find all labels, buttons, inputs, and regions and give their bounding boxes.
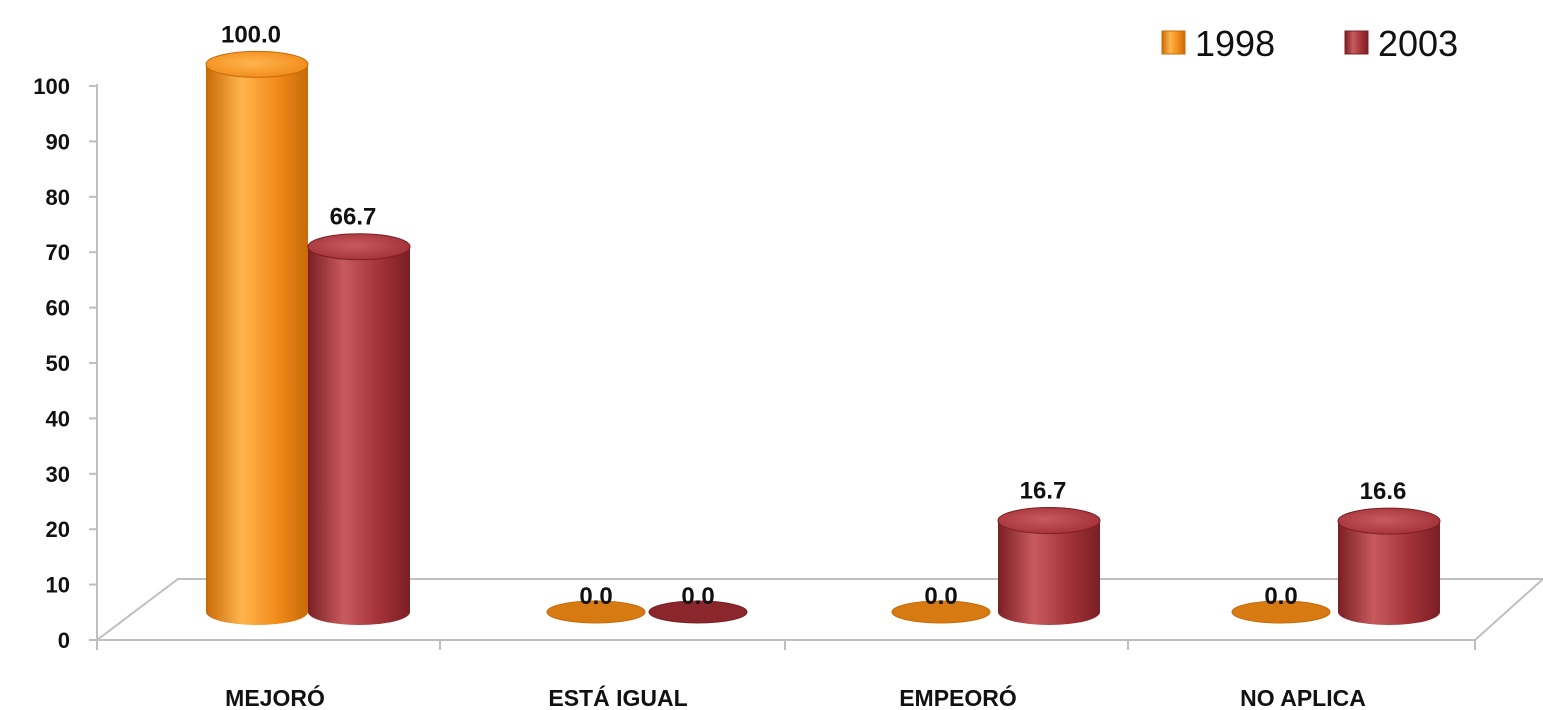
x-tick-label: NO APLICA	[1240, 685, 1366, 710]
bar-top-2003-3	[1337, 507, 1441, 535]
data-label-2003-1: 0.0	[681, 583, 714, 610]
bar-2003-1	[648, 600, 748, 624]
bars	[205, 50, 1441, 626]
bar-1998-2	[891, 600, 991, 624]
data-labels: 100.0 66.7 0.0 0.0 0.0 16.7 0.0 16.6	[221, 21, 1406, 610]
data-label-2003-2: 16.7	[1020, 478, 1067, 505]
data-label-1998-1: 0.0	[579, 583, 612, 610]
bar-1998-1	[546, 600, 646, 624]
y-tick-label: 50	[46, 351, 70, 376]
legend-swatch-2003	[1344, 30, 1369, 55]
x-tick-label: MEJORÓ	[225, 684, 325, 710]
y-tick-label: 100	[33, 74, 70, 99]
bar-2003-2	[998, 520, 1100, 625]
x-tick-label: ESTÁ IGUAL	[548, 684, 687, 710]
legend-swatch-1998	[1161, 30, 1186, 55]
y-tick-label: 30	[46, 462, 70, 487]
bar-top-2003-0	[307, 233, 411, 261]
y-tick-label: 10	[46, 573, 70, 598]
bar-top-1998-0	[205, 50, 309, 78]
y-tick-label: 80	[46, 185, 70, 210]
data-label-1998-2: 0.0	[924, 583, 957, 610]
bar-2003-0	[308, 246, 410, 625]
y-tick-label: 90	[46, 129, 70, 154]
legend: 1998 2003	[1161, 23, 1458, 64]
bar-1998-3	[1231, 600, 1331, 624]
data-label-2003-3: 16.6	[1360, 478, 1407, 505]
data-label-2003-0: 66.7	[330, 204, 377, 231]
y-tick-label: 20	[46, 517, 70, 542]
x-axis: MEJORÓ ESTÁ IGUAL EMPEORÓ NO APLICA	[225, 684, 1366, 710]
y-tick-label: 0	[58, 628, 70, 653]
x-tick-label: EMPEORÓ	[899, 684, 1017, 710]
legend-label-1998: 1998	[1195, 23, 1275, 64]
data-label-1998-0: 100.0	[221, 21, 281, 48]
data-label-1998-3: 0.0	[1264, 583, 1297, 610]
bar-2003-3	[1338, 521, 1440, 625]
y-tick-label: 70	[46, 240, 70, 265]
y-axis: 0 10 20 30 40 50 60 70 80 90 100	[33, 74, 1476, 653]
y-tick-label: 60	[46, 296, 70, 321]
y-tick-label: 40	[46, 406, 70, 431]
legend-label-2003: 2003	[1378, 23, 1458, 64]
bar-1998-0	[206, 64, 308, 626]
bar-top-2003-2	[997, 507, 1101, 535]
